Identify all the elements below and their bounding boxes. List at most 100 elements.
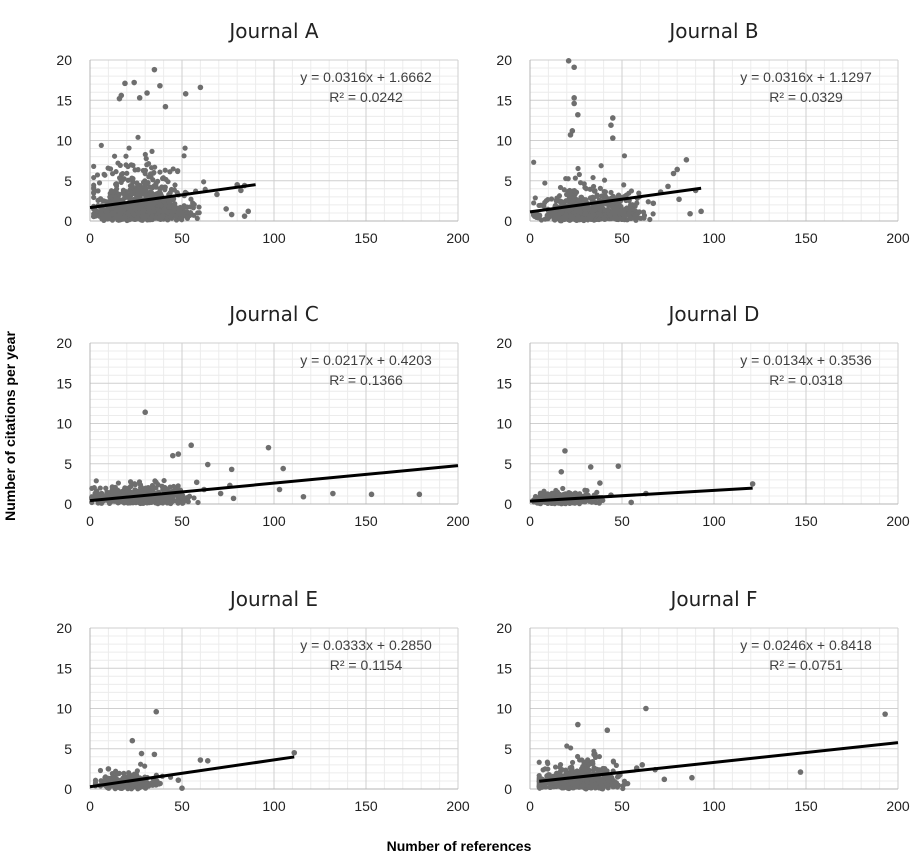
y-tick-label: 10: [496, 133, 512, 149]
data-point: [150, 192, 156, 198]
data-point: [537, 490, 543, 496]
data-point: [184, 209, 190, 215]
data-point: [531, 159, 537, 165]
data-point: [598, 783, 605, 789]
data-point: [93, 478, 99, 484]
data-point: [650, 211, 656, 217]
data-point: [621, 153, 628, 159]
panel-6: Journal F 0 50 100 150 200 0 5 10 15 20 y = 0.0246x…: [496, 587, 909, 814]
data-point: [151, 66, 158, 73]
trendline-equation: y = 0.0333x + 0.2850: [300, 637, 432, 653]
data-point: [133, 772, 140, 778]
y-tick-label: 20: [56, 620, 72, 636]
x-tick-label: 100: [702, 230, 726, 246]
data-point: [135, 167, 141, 173]
data-point: [113, 207, 119, 213]
data-point: [563, 198, 569, 204]
panel-title: Journal B: [667, 19, 758, 43]
data-point: [639, 762, 646, 768]
data-point: [531, 200, 537, 206]
data-point: [105, 766, 112, 772]
r-squared-label: R² = 0.0751: [769, 657, 843, 673]
data-point: [124, 783, 130, 789]
x-tick-label: 200: [446, 798, 470, 814]
data-point: [115, 480, 121, 486]
data-point: [606, 202, 612, 209]
data-point: [91, 163, 97, 169]
panel-title: Journal F: [668, 587, 757, 611]
data-point: [676, 196, 682, 203]
data-point: [276, 486, 283, 493]
data-point: [545, 772, 551, 778]
data-point: [186, 493, 193, 499]
data-point: [171, 187, 177, 193]
data-point: [111, 198, 117, 204]
data-point: [594, 489, 600, 495]
data-point: [596, 500, 602, 506]
data-point: [597, 480, 603, 486]
data-point: [153, 479, 159, 485]
data-point: [217, 490, 224, 497]
data-point: [182, 145, 188, 151]
data-point: [602, 189, 609, 195]
data-point: [689, 774, 695, 781]
data-point: [674, 166, 680, 173]
data-point: [155, 178, 161, 184]
data-point: [166, 199, 172, 205]
data-point: [98, 500, 105, 506]
x-tick-label: 150: [354, 798, 378, 814]
data-point: [645, 199, 651, 205]
data-point: [142, 171, 148, 177]
y-tick-label: 0: [504, 496, 512, 512]
data-point: [797, 769, 804, 775]
data-point: [214, 191, 220, 198]
data-point: [162, 167, 168, 173]
data-point: [565, 58, 572, 64]
data-point: [184, 204, 190, 210]
data-point: [223, 206, 229, 212]
panel-4: Journal D 0 50 100 150 200 0 5 10 15 20 y = 0.0134x…: [496, 302, 909, 529]
data-point: [139, 217, 145, 223]
data-point: [204, 758, 211, 764]
data-point: [195, 210, 201, 216]
trendline: [89, 183, 256, 210]
data-point: [148, 174, 154, 180]
data-point: [643, 705, 649, 712]
data-point: [572, 175, 578, 181]
data-point: [540, 767, 546, 773]
data-point: [138, 204, 144, 211]
data-point: [123, 162, 129, 168]
data-point: [665, 183, 671, 190]
data-point: [201, 179, 207, 185]
x-tick-label: 0: [86, 513, 94, 529]
data-point: [144, 162, 150, 168]
data-point: [567, 191, 573, 197]
data-point: [197, 757, 204, 763]
data-point: [190, 200, 196, 206]
data-point: [160, 175, 166, 181]
data-point: [94, 172, 101, 178]
y-tick-label: 5: [504, 741, 512, 757]
data-point: [129, 737, 136, 744]
data-point: [180, 212, 186, 218]
data-point: [142, 151, 148, 158]
data-point: [130, 481, 136, 487]
y-tick-label: 10: [496, 416, 512, 432]
data-point: [241, 213, 248, 219]
data-point: [556, 211, 562, 217]
data-point: [576, 171, 582, 178]
y-tick-label: 5: [504, 456, 512, 472]
data-point: [149, 201, 155, 207]
data-point: [698, 208, 704, 215]
panel-1: Journal A 0 50 100 150 200 0 5 10 15 20 y = 0.0316x…: [56, 19, 469, 246]
data-point: [563, 175, 569, 182]
data-point: [641, 215, 647, 221]
x-tick-label: 150: [794, 798, 818, 814]
data-point: [135, 134, 141, 140]
y-tick-label: 10: [56, 701, 72, 717]
data-point: [143, 782, 149, 788]
data-point: [130, 190, 136, 197]
data-point: [621, 182, 627, 188]
data-point: [171, 203, 178, 209]
